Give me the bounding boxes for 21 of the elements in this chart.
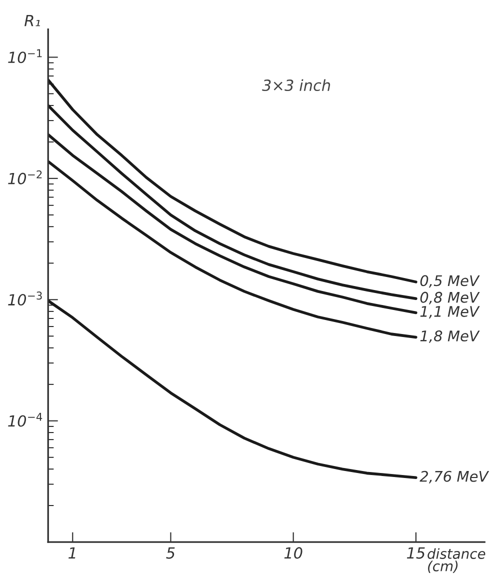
series-label: 1,1 MeV [420, 306, 480, 318]
y-axis-title: R₁ [24, 14, 40, 26]
x-tick-label: 10 [284, 547, 302, 559]
line-series [48, 299, 418, 480]
line-series [48, 78, 418, 284]
series-label: 0,8 MeV [420, 292, 480, 304]
x-tick-label: 15 [406, 547, 425, 559]
line-series [48, 104, 418, 300]
line-series [48, 133, 418, 314]
line-series [48, 160, 418, 339]
y-tick-label: 10$^{−1}$ [8, 49, 42, 64]
y-tick-label: 10$^{−2}$ [8, 170, 42, 184]
y-tick-label: 10$^{−3}$ [8, 292, 42, 306]
series-label: 0,5 MeV [420, 275, 480, 288]
annotation: 3×3 inch [262, 79, 330, 92]
x-tick-label: 5 [166, 547, 175, 559]
y-tick-label: 10$^{−4}$ [8, 412, 42, 427]
x-tick-label: 1 [68, 547, 76, 559]
x-axis-title: distance (cm) [428, 548, 486, 573]
series-label: 2,76 MeV [420, 470, 490, 484]
series-label: 1,8 MeV [420, 330, 480, 343]
